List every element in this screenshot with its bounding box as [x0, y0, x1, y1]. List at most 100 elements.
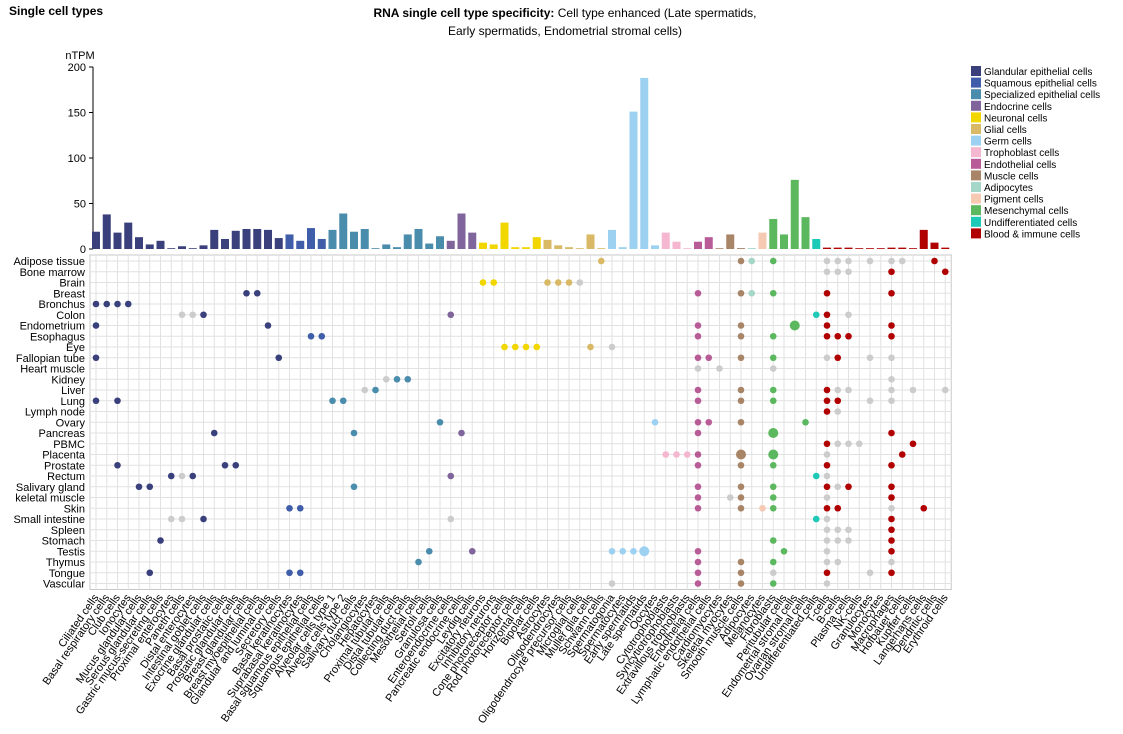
- bar-muller-glia-cells: [586, 234, 595, 249]
- bar-cytotrophoblasts: [661, 232, 670, 249]
- dot-breast-smooth-muscle-cells: [737, 289, 745, 297]
- dot-lung-fibroblasts: [769, 397, 777, 405]
- dot-thymus-endothelial-cells: [694, 558, 702, 566]
- bar-nk-cells: [855, 248, 864, 249]
- bar-cholangiocytes: [360, 228, 369, 249]
- dot-lung-granulocytes: [866, 397, 874, 405]
- bar-late-spermatids: [640, 77, 649, 249]
- tissue-label-colon: Colon: [56, 310, 85, 322]
- dot-small-intestine-intestinal-goblet-cells: [200, 515, 207, 523]
- chart-title-rest-2: Early spermatids, Endometrial stromal ce…: [447, 24, 683, 38]
- dot-pancreas-fibroblasts: [768, 428, 779, 438]
- dot-liver-erythroid-cells: [941, 386, 949, 394]
- dot-breast-endothelial-cells: [694, 289, 702, 297]
- bar-syncytiotrophoblasts: [672, 241, 681, 249]
- dot-placenta-smooth-muscle-cells: [736, 449, 746, 460]
- dot-tongue-basal-keratinocytes: [286, 569, 293, 577]
- dot-tongue-endothelial-cells: [694, 569, 702, 577]
- bar-leydig-cells: [468, 232, 477, 249]
- dot-esophagus-b-cells: [834, 332, 842, 340]
- bar-cardiomyocytes: [715, 248, 724, 249]
- tissue-label-stomach: Stomach: [42, 536, 85, 548]
- tissue-label-esophagus: Esophagus: [30, 331, 86, 343]
- bar-oligodendrocytes: [554, 245, 563, 249]
- legend-swatch-undifferentiated-cells: [971, 216, 981, 227]
- dot-pancreas-endothelial-cells: [694, 429, 702, 437]
- bar-granulosa-cells: [436, 236, 444, 249]
- bar-distal-enterocytes: [188, 248, 197, 249]
- dot-liver-cholangiocytes: [361, 386, 369, 394]
- tissue-label-prostate: Prostate: [44, 460, 85, 472]
- dot-adipose-tissue-smooth-muscle-cells: [737, 257, 745, 265]
- bar-horizontal-cells: [522, 247, 530, 249]
- dot-prostate-prostatic-glandular-cells: [232, 461, 240, 469]
- bar-spermatogonia: [608, 229, 616, 249]
- dot-testis-spermatocytes: [619, 547, 627, 555]
- dot-skin-suprabasal-keratinocytes: [296, 504, 304, 512]
- dot-testis-macrophages: [888, 547, 895, 555]
- dot-stomach-macrophages: [888, 537, 895, 544]
- bar-t-cells: [823, 247, 831, 249]
- bar-breast-myoepithelial-cells: [253, 228, 262, 249]
- bar-prostatic-glandular-cells: [231, 230, 240, 249]
- dot-testis-spermatogonia: [608, 547, 616, 555]
- dot-tongue-granulocytes: [866, 569, 874, 577]
- legend-swatch-muscle-cells: [971, 170, 981, 181]
- dot-prostate-t-cells: [823, 461, 831, 469]
- tissue-label-tongue: Tongue: [49, 568, 85, 580]
- dot-bone-marrow-macrophages: [888, 268, 895, 276]
- bar-collecting-duct-cells: [403, 234, 412, 249]
- dot-ovary-ovarian-stromal-cells: [802, 418, 809, 426]
- dot-skin-t-cells: [823, 504, 831, 512]
- legend-swatch-squamous-epithelial-cells: [971, 77, 981, 88]
- dot-grid: [89, 254, 952, 590]
- dot-heart-muscle-cardiomyocytes: [716, 365, 723, 372]
- legend-label-blood-immune-cells: Blood & immune cells: [984, 229, 1080, 240]
- dot-heart-muscle-endothelial-cells: [694, 365, 702, 372]
- dot-stomach-b-cells: [834, 537, 842, 544]
- dot-salivary-gland-t-cells: [823, 483, 831, 491]
- dot-pancreas-exocrine-glandular-cells: [210, 429, 218, 437]
- tissue-label-lymph-node: Lymph node: [25, 407, 85, 419]
- dot-liver-b-cells: [834, 386, 842, 394]
- bar-granulocytes: [866, 248, 874, 249]
- dot-breast-breast-glandular-cells: [243, 289, 250, 297]
- legend-label-specialized-epithelial-cells: Specialized epithelial cells: [984, 90, 1100, 101]
- dot-lung-alveolar-cells-type-2: [339, 397, 347, 405]
- bar-peritubular-cells: [780, 234, 788, 249]
- dot-pbmc-nk-cells: [855, 440, 863, 448]
- bar-distal-tubular-cells: [393, 247, 401, 249]
- y-tick-label: 200: [68, 62, 86, 74]
- dot-tongue-t-cells: [823, 569, 831, 577]
- bar-basal-prostatic-cells: [221, 238, 229, 249]
- tissue-label-small-intestine: Small intestine: [13, 514, 85, 526]
- bar-hofbauer-cells: [898, 247, 907, 249]
- dot-tongue-suprabasal-keratinocytes: [296, 569, 304, 577]
- bar-erythroid-cells: [941, 247, 950, 249]
- dot-eye-bipolar-cells: [533, 343, 541, 351]
- dot-tongue-smooth-muscle-cells: [737, 569, 745, 577]
- dot-endometrium-t-cells: [823, 322, 831, 329]
- dot-breast-adipocytes: [748, 289, 756, 297]
- dot-pancreas-macrophages: [888, 429, 895, 437]
- dot-small-intestine-enteroendocrine-cells: [447, 515, 455, 523]
- bar-oocytes: [651, 245, 659, 249]
- bar-mucus-glandular-cells: [135, 237, 143, 249]
- tissue-label-breast: Breast: [53, 288, 85, 300]
- dot-skeletal-muscle-skeletal-myocytes: [726, 494, 734, 501]
- page-title: Single cell types: [9, 4, 104, 18]
- dot-esophagus-basal-squamous-epithelial-cells: [307, 332, 315, 340]
- dot-liver-macrophages: [888, 386, 895, 394]
- dot-stomach-fibroblasts: [769, 537, 777, 544]
- dot-pancreas-pancreatic-endocrine-cells: [458, 429, 465, 437]
- bar-spermatocytes: [618, 247, 627, 249]
- dot-small-intestine-paneth-cells: [178, 515, 186, 523]
- tissue-label-lung: Lung: [61, 396, 85, 408]
- dot-pancreas-salivary-duct-cells: [350, 429, 358, 437]
- bar-bipolar-cells: [532, 237, 541, 249]
- dot-brain-excitatory-neurons: [479, 279, 487, 286]
- chart-title-rest-1: Cell type enhanced (Late spermatids,: [554, 6, 757, 20]
- dot-lung-alveolar-cells-type-1: [329, 397, 336, 405]
- dot-kidney-collecting-duct-cells: [404, 375, 412, 383]
- dot-stomach-gastric-mucus-secreting-cells: [157, 537, 164, 544]
